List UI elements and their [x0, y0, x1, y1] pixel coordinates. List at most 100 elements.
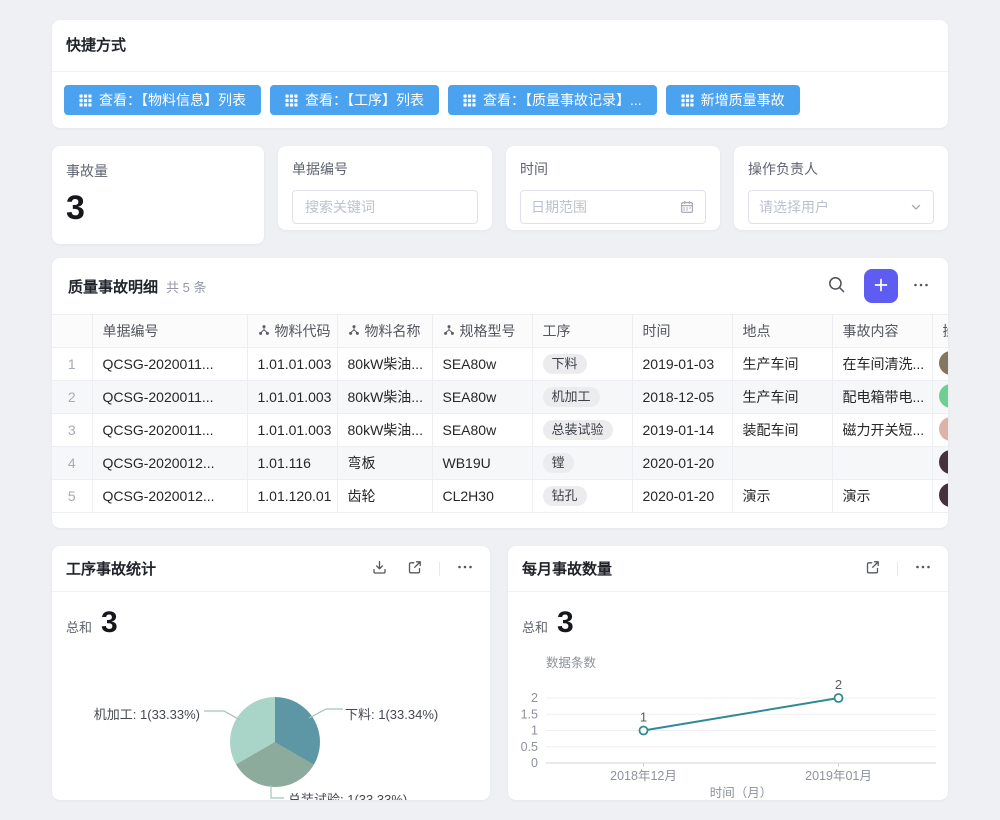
table-count: 共 5 条 [166, 279, 207, 295]
calendar-icon [679, 199, 695, 215]
time-filter-card: 时间 日期范围 [506, 146, 720, 230]
table-row[interactable]: 5 QCSG-2020012... 1.01.120.01 齿轮 CL2H30 钻孔 202… [52, 479, 948, 513]
svg-text:2: 2 [835, 677, 842, 692]
more-icon [456, 558, 474, 579]
doc-number-card: 单据编号 [278, 146, 492, 230]
shortcuts-title: 快捷方式 [52, 20, 948, 72]
operator-placeholder: 请选择用户 [759, 199, 829, 215]
incident-table: 单据编号物料代码物料名称规格型号工序时间地点事故内容操作负责人 1QCSG-20… [52, 314, 948, 513]
process-tag: 机加工 [542, 387, 600, 407]
time-filter-label: 时间 [520, 161, 548, 177]
grid-icon [79, 93, 92, 107]
shortcut-button-2[interactable]: 查看：【质量事故记录】... [448, 85, 657, 115]
line-expand-button[interactable] [862, 557, 883, 581]
avatar [938, 383, 948, 408]
table-row[interactable]: 2 QCSG-2020011... 1.01.01.003 80kW柴油... SEA8… [52, 380, 948, 414]
grid-icon [463, 93, 476, 107]
table-header-row: 单据编号物料代码物料名称规格型号工序时间地点事故内容操作负责人 [52, 314, 948, 348]
svg-text:1: 1 [531, 724, 538, 738]
avatar [938, 416, 948, 441]
more-icon [912, 276, 930, 297]
operator-filter-card: 操作负责人 请选择用户 [734, 146, 948, 230]
column-header-no [52, 314, 93, 348]
svg-text:2018年12月: 2018年12月 [610, 769, 677, 783]
column-header-time: 时间 [632, 314, 733, 348]
column-header-spec: 规格型号 [432, 314, 533, 348]
avatar [938, 449, 948, 474]
svg-text:0: 0 [531, 756, 538, 770]
incident-table-card: 质量事故明细 共 5 条 [52, 258, 948, 528]
filter-row: 事故量 3 单据编号 时间 日期范围 [52, 146, 948, 244]
pie-expand-button[interactable] [404, 557, 425, 581]
column-header-material: 物料名称 [337, 314, 433, 348]
column-header-content: 事故内容 [832, 314, 933, 348]
pie-label-left: 机加工: 1(33.33%) [93, 707, 200, 722]
doc-number-inputbox [292, 190, 478, 224]
relation-icon [348, 323, 360, 339]
shortcut-button-3[interactable]: 新增质量事故 [665, 85, 800, 115]
line-card-title: 每月事故数量 [522, 561, 613, 578]
pie-label-right: 下料: 1(33.34%) [345, 707, 439, 722]
table-header-bar: 质量事故明细 共 5 条 [52, 258, 948, 314]
download-button[interactable] [369, 557, 390, 581]
column-header-avatar: 操作负责人 [932, 314, 948, 348]
doc-number-input[interactable] [303, 198, 467, 216]
shortcut-button-1[interactable]: 查看：【工序】列表 [270, 85, 439, 115]
table-row[interactable]: 3 QCSG-2020011... 1.01.01.003 80kW柴油... SEA8… [52, 413, 948, 447]
external-link-icon [406, 559, 423, 579]
process-tag: 总装试验 [542, 420, 613, 440]
line-chart-svg: 0 0.5 1 1.5 2 2018年12月 2019年01月 1 2 时间（月） [521, 677, 936, 800]
operator-filter-label: 操作负责人 [748, 161, 818, 177]
svg-text:时间（月）: 时间（月） [710, 786, 773, 800]
search-icon [827, 275, 846, 297]
table-title: 质量事故明细 [68, 278, 159, 296]
grid-icon [681, 93, 694, 107]
process-tag: 钻孔 [542, 486, 587, 506]
process-tag: 下料 [542, 354, 587, 374]
process-pie-card: 工序事故统计 [52, 546, 490, 800]
svg-text:0.5: 0.5 [521, 740, 538, 754]
external-link-icon [864, 559, 881, 579]
column-header-doc: 单据编号 [92, 314, 248, 348]
pie-more-button[interactable] [454, 556, 476, 581]
table-row[interactable]: 1 QCSG-2020011... 1.01.01.003 80kW柴油... SEA8… [52, 347, 948, 381]
pie-total-label: 总和 [66, 620, 93, 635]
grid-icon [285, 93, 298, 107]
date-range-input[interactable]: 日期范围 [520, 190, 706, 224]
shortcut-buttons: 查看：【物料信息】列表 查看：【工序】列表 查看：【质量事故记录】... 新增质量事故 [52, 72, 948, 128]
plus-icon [873, 277, 889, 296]
date-range-placeholder: 日期范围 [531, 199, 587, 215]
avatar [938, 482, 948, 507]
table-more-button[interactable] [910, 274, 932, 299]
table-row[interactable]: 4 QCSG-2020012... 1.01.116 弯板 WB19U 镗 2020-01-… [52, 446, 948, 480]
monthly-line-card: 每月事故数量 [508, 546, 948, 800]
line-total-value: 3 [557, 606, 574, 639]
search-button[interactable] [825, 273, 848, 299]
shortcuts-card: 快捷方式 查看：【物料信息】列表 查看：【工序】列表 查看：【质量事故记录】... 新… [52, 20, 948, 128]
incident-count-label: 事故量 [66, 163, 108, 179]
column-header-code: 物料代码 [247, 314, 338, 348]
line-y-axis-title: 数据条数 [546, 656, 597, 670]
line-total-label: 总和 [522, 620, 549, 635]
relation-icon [443, 323, 455, 339]
svg-text:2019年01月: 2019年01月 [805, 769, 872, 783]
column-header-process: 工序 [532, 314, 633, 348]
table-body: 1 QCSG-2020011... 1.01.01.003 80kW柴油... SEA8… [52, 347, 948, 513]
incident-count-value: 3 [66, 189, 85, 227]
add-record-button[interactable] [864, 269, 898, 303]
operator-select[interactable]: 请选择用户 [748, 190, 934, 224]
shortcut-button-0[interactable]: 查看：【物料信息】列表 [64, 85, 261, 115]
dashboard-page: 快捷方式 查看：【物料信息】列表 查看：【工序】列表 查看：【质量事故记录】... 新… [52, 20, 948, 800]
pie-card-title: 工序事故统计 [66, 561, 157, 578]
svg-text:1: 1 [640, 710, 647, 725]
pie-chart [230, 697, 320, 787]
charts-row: 工序事故统计 [52, 546, 948, 800]
pie-total-value: 3 [101, 606, 118, 639]
svg-text:1.5: 1.5 [521, 707, 538, 721]
doc-number-label: 单据编号 [292, 161, 348, 177]
download-icon [371, 559, 388, 579]
chevron-down-icon [909, 200, 923, 214]
more-icon [914, 558, 932, 579]
pie-label-bottom: 总装试验: 1(33.33%) [288, 792, 408, 800]
line-more-button[interactable] [912, 556, 934, 581]
